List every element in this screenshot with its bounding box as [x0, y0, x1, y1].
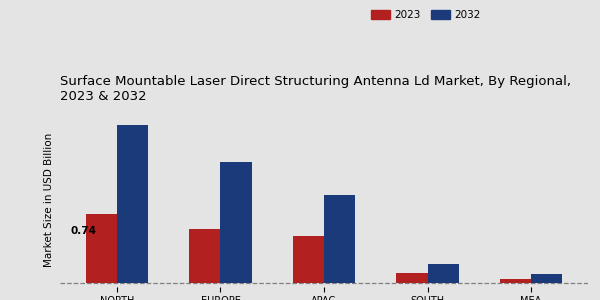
- Bar: [86, 214, 117, 283]
- Bar: [531, 274, 562, 283]
- Text: Surface Mountable Laser Direct Structuring Antenna Ld Market, By Regional,
2023 : Surface Mountable Laser Direct Structuri…: [60, 76, 571, 103]
- Bar: [220, 162, 251, 283]
- Bar: [293, 236, 324, 283]
- Bar: [117, 125, 148, 283]
- Y-axis label: Market Size in USD Billion: Market Size in USD Billion: [44, 132, 55, 267]
- Bar: [190, 229, 220, 283]
- Text: 0.74: 0.74: [70, 226, 96, 236]
- Bar: [428, 264, 458, 283]
- Bar: [500, 279, 531, 283]
- Bar: [324, 195, 355, 283]
- Legend: 2023, 2032: 2023, 2032: [371, 10, 481, 20]
- Bar: [397, 273, 428, 283]
